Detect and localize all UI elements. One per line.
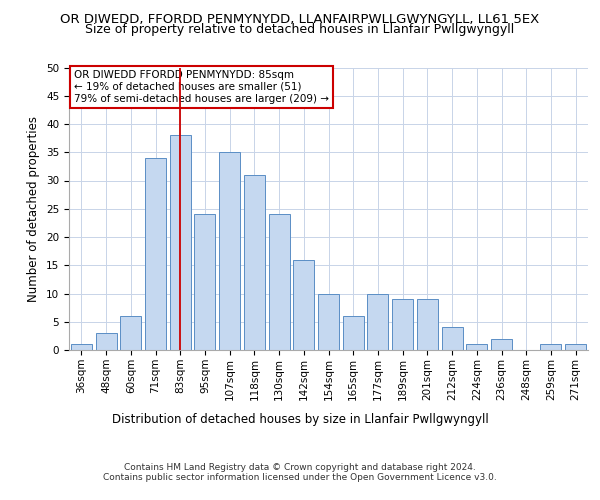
- Bar: [120, 316, 141, 350]
- Bar: [417, 299, 438, 350]
- Bar: [293, 260, 314, 350]
- Bar: [269, 214, 290, 350]
- Bar: [466, 344, 487, 350]
- Bar: [367, 294, 388, 350]
- Bar: [244, 175, 265, 350]
- Bar: [71, 344, 92, 350]
- Text: Distribution of detached houses by size in Llanfair Pwllgwyngyll: Distribution of detached houses by size …: [112, 412, 488, 426]
- Bar: [392, 299, 413, 350]
- Bar: [318, 294, 339, 350]
- Bar: [170, 136, 191, 350]
- Bar: [541, 344, 562, 350]
- Y-axis label: Number of detached properties: Number of detached properties: [28, 116, 40, 302]
- Bar: [95, 333, 116, 350]
- Bar: [145, 158, 166, 350]
- Bar: [343, 316, 364, 350]
- Text: OR DIWEDD, FFORDD PENMYNYDD, LLANFAIRPWLLGWYNGYLL, LL61 5EX: OR DIWEDD, FFORDD PENMYNYDD, LLANFAIRPWL…: [61, 12, 539, 26]
- Bar: [491, 338, 512, 350]
- Text: OR DIWEDD FFORDD PENMYNYDD: 85sqm
← 19% of detached houses are smaller (51)
79% : OR DIWEDD FFORDD PENMYNYDD: 85sqm ← 19% …: [74, 70, 329, 104]
- Bar: [219, 152, 240, 350]
- Bar: [194, 214, 215, 350]
- Bar: [565, 344, 586, 350]
- Text: Contains HM Land Registry data © Crown copyright and database right 2024.
Contai: Contains HM Land Registry data © Crown c…: [103, 462, 497, 482]
- Text: Size of property relative to detached houses in Llanfair Pwllgwyngyll: Size of property relative to detached ho…: [85, 22, 515, 36]
- Bar: [442, 328, 463, 350]
